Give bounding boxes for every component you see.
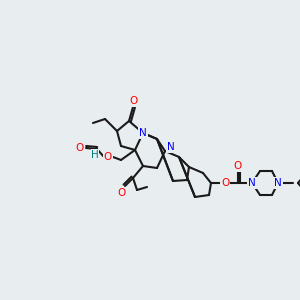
Text: N: N [167, 142, 175, 152]
Text: O: O [130, 96, 138, 106]
Text: N: N [139, 128, 147, 138]
Text: H: H [91, 150, 99, 160]
Text: O: O [76, 143, 84, 153]
Text: O: O [234, 161, 242, 171]
Text: O: O [221, 178, 229, 188]
Text: N: N [248, 178, 256, 188]
Text: N: N [274, 178, 282, 188]
Text: O: O [104, 152, 112, 162]
Text: O: O [118, 188, 126, 198]
